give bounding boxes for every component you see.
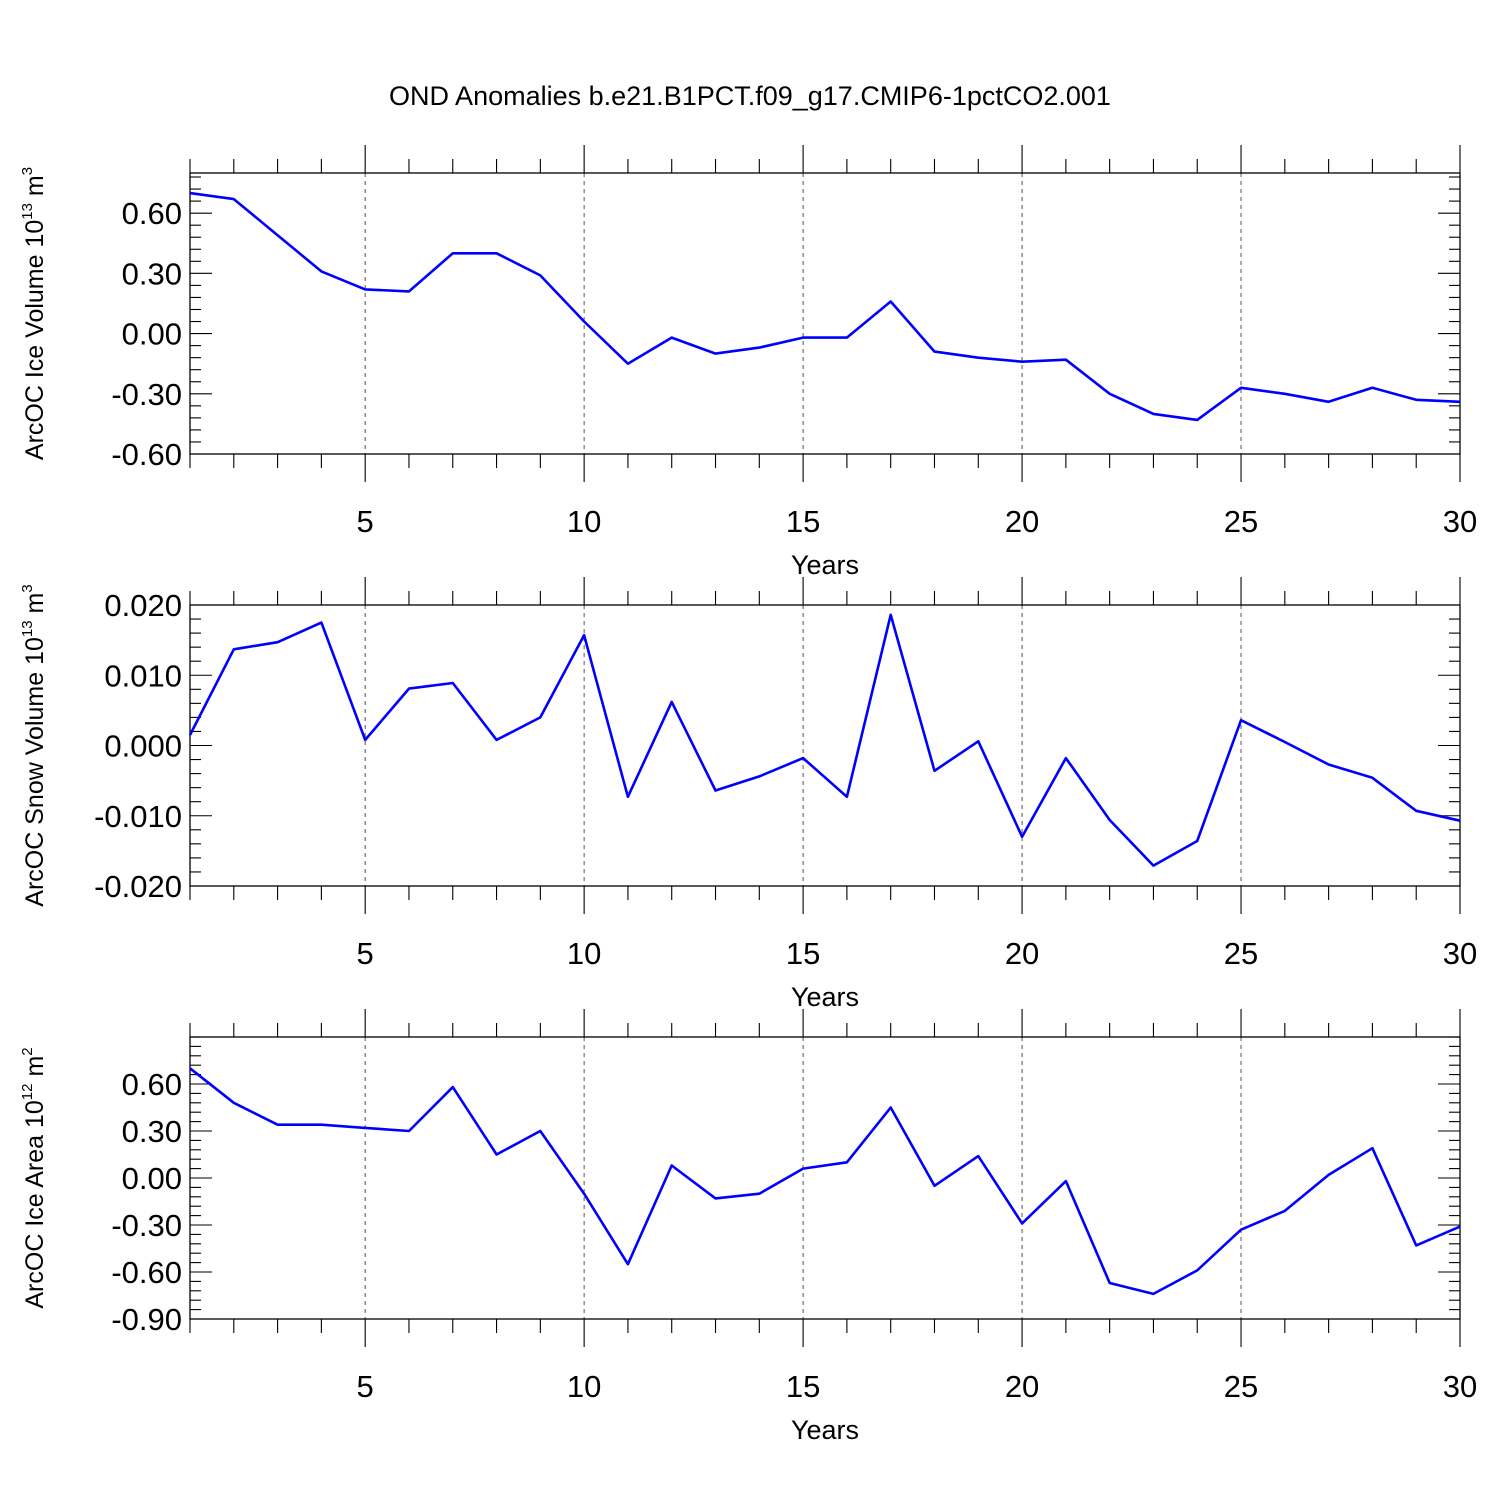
panels: 5 10 15 20 25 30 0.60 0.30 0.00 -0.30 -0.60 Years Ar… xyxy=(19,145,1477,1445)
x-tick-label: 10 xyxy=(567,504,601,539)
figure-title: OND Anomalies b.e21.B1PCT.f09_g17.CMIP6-… xyxy=(389,81,1111,111)
y-tick-label: -0.60 xyxy=(111,437,182,472)
x-tick-label: 30 xyxy=(1443,504,1477,539)
x-tick-label: 20 xyxy=(1005,1369,1039,1404)
x-tick-label: 10 xyxy=(567,936,601,971)
y-tick-label: -0.60 xyxy=(111,1255,182,1290)
panel-3: 5 10 15 20 25 30 0.60 0.30 0.00 -0.30 -0.60 -0.90 Ye… xyxy=(19,1009,1477,1445)
x-tick-label: 25 xyxy=(1224,936,1258,971)
y-tick-label: 0.60 xyxy=(122,196,182,231)
y-tick-label: 0.00 xyxy=(122,317,182,352)
x-tick-label: 20 xyxy=(1005,936,1039,971)
x-tick-label: 30 xyxy=(1443,1369,1477,1404)
y-tick-label: -0.020 xyxy=(94,869,182,904)
series-line xyxy=(189,191,1461,422)
plot-frame xyxy=(189,172,1461,455)
plot-frame xyxy=(189,1036,1461,1320)
series-line xyxy=(189,1067,1461,1296)
y-tick-label: 0.010 xyxy=(104,658,182,693)
x-axis-label: Years xyxy=(791,1415,859,1445)
y-axis-label: ArcOC Ice Volume 1013 m3 xyxy=(19,167,49,460)
y-tick-label: 0.020 xyxy=(104,588,182,623)
x-tick-label: 5 xyxy=(357,504,374,539)
y-axis-label: ArcOC Snow Volume 1013 m3 xyxy=(19,584,49,906)
x-tick-label: 25 xyxy=(1224,504,1258,539)
panel-2: 5 10 15 20 25 30 0.020 0.010 0.000 -0.010 -0.020 Ye… xyxy=(19,577,1477,1012)
y-tick-label: -0.010 xyxy=(94,799,182,834)
x-tick-label: 5 xyxy=(357,936,374,971)
y-axis-label: ArcOC Ice Area 1012 m2 xyxy=(19,1047,49,1308)
x-tick-label: 10 xyxy=(567,1369,601,1404)
y-tick-label: -0.30 xyxy=(111,377,182,412)
y-tick-label: 0.30 xyxy=(122,256,182,291)
x-tick-label: 25 xyxy=(1224,1369,1258,1404)
x-tick-label: 20 xyxy=(1005,504,1039,539)
y-tick-label: 0.30 xyxy=(122,1114,182,1149)
y-tick-label: -0.90 xyxy=(111,1302,182,1337)
x-axis-label: Years xyxy=(791,550,859,580)
y-tick-label: 0.00 xyxy=(122,1161,182,1196)
y-tick-label: -0.30 xyxy=(111,1208,182,1243)
x-axis-label: Years xyxy=(791,982,859,1012)
plot-frame xyxy=(189,604,1461,887)
x-tick-label: 15 xyxy=(786,1369,820,1404)
x-tick-label: 15 xyxy=(786,504,820,539)
panel-1: 5 10 15 20 25 30 0.60 0.30 0.00 -0.30 -0.60 Years Ar… xyxy=(19,145,1477,580)
series-line xyxy=(188,613,1461,867)
y-tick-label: 0.000 xyxy=(104,729,182,764)
x-tick-label: 15 xyxy=(786,936,820,971)
x-tick-label: 30 xyxy=(1443,936,1477,971)
y-tick-label: 0.60 xyxy=(122,1067,182,1102)
x-tick-label: 5 xyxy=(357,1369,374,1404)
